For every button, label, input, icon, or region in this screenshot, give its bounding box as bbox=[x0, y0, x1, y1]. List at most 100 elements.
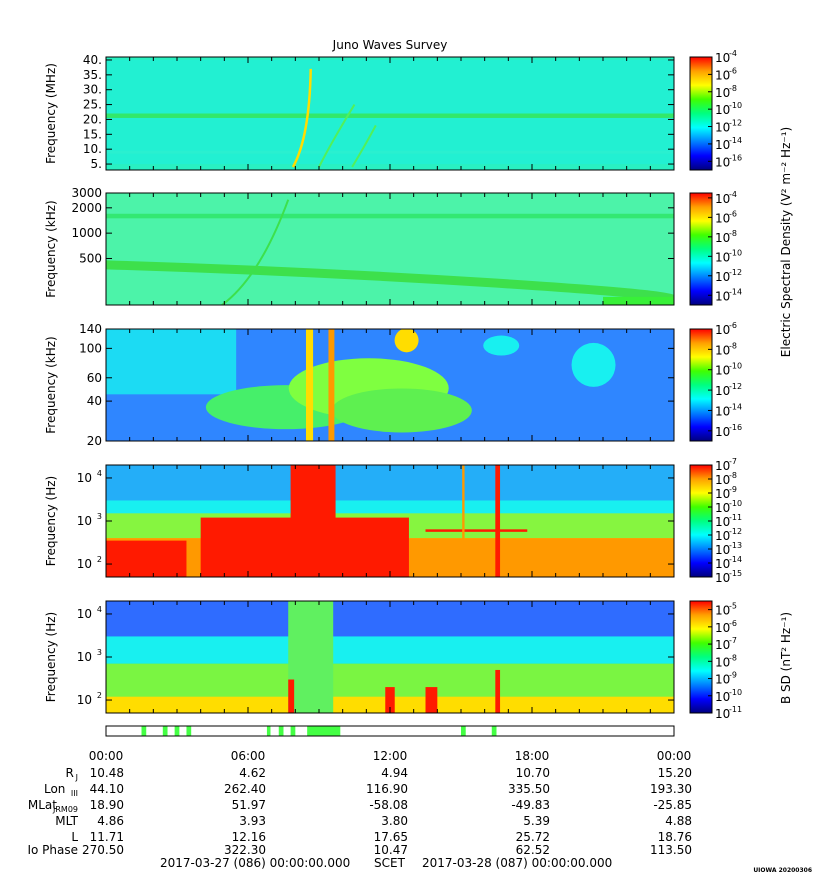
colorbar-label: 10 bbox=[715, 121, 730, 135]
panel-mhz: 5.10.15.20.25.30.35.40. Frequency (MHz) 10… bbox=[44, 49, 742, 171]
ephemeris-value: 4.88 bbox=[665, 814, 692, 828]
emission-blob bbox=[394, 329, 419, 353]
y-tick-label: 10. bbox=[83, 142, 102, 156]
faint-line bbox=[106, 150, 674, 154]
emission-patch bbox=[106, 329, 237, 395]
vertical-burst bbox=[290, 465, 336, 577]
colorbar-label: 10 bbox=[715, 155, 730, 169]
mode-bar-segment bbox=[174, 726, 180, 736]
colorbar-exponent: -9 bbox=[729, 671, 737, 680]
y-tick-label: 20. bbox=[83, 112, 102, 126]
colorbar-hz_e: 10-710-810-910-1010-1110-1210-1310-1410-… bbox=[689, 457, 742, 585]
ephemeris-value: 113.50 bbox=[650, 843, 692, 857]
ephemeris-value: -49.83 bbox=[511, 798, 550, 812]
y-tick-label: 140 bbox=[79, 322, 102, 336]
emission-blob bbox=[571, 342, 616, 387]
y-axis-label: Frequency (Hz) bbox=[44, 612, 58, 703]
colorbar-exponent: -8 bbox=[729, 471, 737, 480]
colorbar-label: 10 bbox=[715, 250, 730, 264]
colorbar-label: 10 bbox=[715, 459, 730, 473]
ephemeris-value: 10.47 bbox=[374, 843, 408, 857]
ephemeris-label: MLat bbox=[28, 798, 57, 812]
colorbar-exponent: -6 bbox=[729, 66, 737, 75]
mode-bar-segment bbox=[162, 726, 168, 736]
ephemeris-value: 4.62 bbox=[239, 766, 266, 780]
emission-patch bbox=[603, 296, 674, 305]
y-tick-label: 25. bbox=[83, 98, 102, 112]
colorbar-label: 10 bbox=[715, 192, 730, 206]
burst-arc bbox=[221, 199, 290, 305]
ephemeris-value: 4.94 bbox=[381, 766, 408, 780]
persistent-line-1600khz bbox=[106, 213, 674, 219]
ephemeris-label: L bbox=[71, 830, 78, 844]
spectrogram-mhz bbox=[106, 57, 674, 170]
colorbar-label: 10 bbox=[715, 364, 730, 378]
y-axis-label: Frequency (kHz) bbox=[44, 200, 58, 297]
colorbar-label: 10 bbox=[715, 557, 730, 571]
ephemeris-value: 18.90 bbox=[90, 798, 124, 812]
y-tick-label: 60 bbox=[87, 371, 102, 385]
colorbar-exponent: -14 bbox=[729, 136, 742, 145]
y-tick-label: 10 bbox=[77, 650, 92, 664]
mode-bar-frame bbox=[105, 725, 675, 737]
colorbar-exponent: -10 bbox=[729, 499, 742, 508]
colorbar-exponent: -9 bbox=[729, 485, 737, 494]
colorbar-gradient bbox=[689, 192, 713, 306]
colorbar-exponent: -15 bbox=[729, 569, 742, 578]
colorbar-label: 10 bbox=[715, 621, 730, 635]
ephemeris-value: 18.76 bbox=[658, 830, 692, 844]
y-tick-label: 500 bbox=[79, 251, 102, 265]
time-tick-label: 12:00 bbox=[373, 749, 408, 763]
ephemeris-value: 262.40 bbox=[224, 782, 266, 796]
y-tick-label: 10 bbox=[77, 514, 92, 528]
y-tick-label: 30. bbox=[83, 83, 102, 97]
colorbar-label: 10 bbox=[715, 289, 730, 303]
colorbar-exponent: -8 bbox=[729, 653, 737, 662]
y-tick-label: 100 bbox=[79, 341, 102, 355]
vertical-burst bbox=[385, 687, 395, 713]
ephemeris-value: 10.48 bbox=[90, 766, 124, 780]
colorbar-label: 10 bbox=[715, 103, 730, 117]
colorbar-exponent: -12 bbox=[729, 119, 742, 128]
colorbar-label: 10 bbox=[715, 529, 730, 543]
colorbar-exponent: -11 bbox=[729, 705, 742, 714]
ephemeris-value: 193.30 bbox=[650, 782, 692, 796]
vertical-burst bbox=[495, 465, 501, 577]
colorbar-exponent: -4 bbox=[729, 190, 737, 199]
time-tick-label: 06:00 bbox=[231, 749, 266, 763]
spectrogram-hz_e bbox=[106, 465, 674, 577]
colorbar-label: 10 bbox=[715, 473, 730, 487]
vertical-burst bbox=[462, 465, 465, 577]
burst-arc bbox=[318, 104, 356, 168]
colorbar-exponent: -5 bbox=[729, 602, 737, 611]
colorbar-exponent: -14 bbox=[729, 402, 742, 411]
colorbar-label: 10 bbox=[715, 707, 730, 721]
colorbar-label: 10 bbox=[715, 425, 730, 439]
ephemeris-label: MLT bbox=[55, 814, 78, 828]
y-tick-label: 5. bbox=[91, 157, 102, 171]
time-axis: 00:00 06:00 12:00 18:00 00:00 bbox=[89, 749, 692, 763]
colorbar-label: 10 bbox=[715, 51, 730, 65]
colorbar-gradient bbox=[689, 328, 713, 442]
colorbar-exponent: -12 bbox=[729, 527, 742, 536]
vertical-burst bbox=[288, 679, 295, 713]
ephemeris-value: 10.70 bbox=[516, 766, 550, 780]
spectrogram-khz_high bbox=[106, 193, 674, 305]
y-tick-label: 40. bbox=[83, 53, 102, 67]
colorbar-exponent: -11 bbox=[729, 513, 742, 522]
colorbar-label: 10 bbox=[715, 138, 730, 152]
time-tick-label: 00:00 bbox=[89, 749, 124, 763]
y-tick-exponent: 3 bbox=[97, 512, 102, 521]
colorbar-label: 10 bbox=[715, 690, 730, 704]
time-end: 2017-03-28 (087) 00:00:00.000 bbox=[422, 856, 612, 870]
colorbar-exponent: -12 bbox=[729, 268, 742, 277]
ephemeris-value: -58.08 bbox=[369, 798, 408, 812]
colorbar-label: 10 bbox=[715, 68, 730, 82]
mode-bar-segment bbox=[307, 726, 341, 736]
y-tick-label: 2000 bbox=[71, 201, 102, 215]
